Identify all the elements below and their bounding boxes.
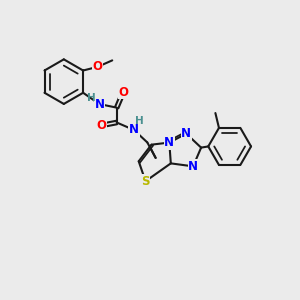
Text: S: S (141, 175, 150, 188)
Text: N: N (181, 127, 191, 140)
Text: N: N (164, 136, 174, 149)
Text: H: H (87, 92, 95, 103)
Text: O: O (118, 86, 128, 99)
Text: N: N (188, 160, 198, 173)
Text: H: H (135, 116, 144, 126)
Text: O: O (96, 119, 106, 132)
Text: N: N (94, 98, 104, 111)
Text: O: O (92, 60, 102, 74)
Text: N: N (129, 123, 139, 136)
